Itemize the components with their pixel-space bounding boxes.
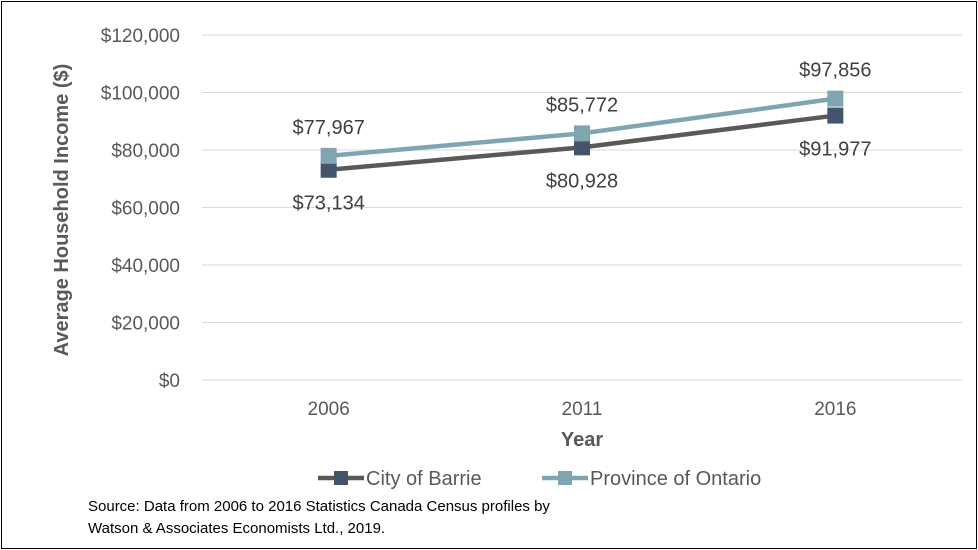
y-axis-title: Average Household Income ($) bbox=[51, 64, 73, 357]
y-tick-label: $80,000 bbox=[111, 141, 180, 162]
data-point-marker bbox=[320, 147, 337, 164]
data-point-marker bbox=[574, 125, 590, 142]
data-label: $73,134 bbox=[293, 193, 365, 215]
data-label: $97,856 bbox=[799, 60, 871, 82]
legend-label: City of Barrie bbox=[366, 468, 482, 490]
data-labels: $73,134 $80,928 $91,977 $77,967 $85,772 $97,8… bbox=[293, 60, 872, 215]
y-tick-label: $60,000 bbox=[111, 199, 180, 220]
x-tick-label: 2016 bbox=[814, 399, 856, 420]
x-axis-ticks: 2006 2011 2016 bbox=[308, 399, 857, 420]
x-tick-label: 2006 bbox=[308, 399, 350, 420]
y-tick-label: $20,000 bbox=[111, 314, 180, 335]
source-line-2: Watson & Associates Economists Ltd., 201… bbox=[88, 520, 386, 537]
data-label: $80,928 bbox=[546, 170, 618, 192]
legend-marker bbox=[334, 471, 348, 485]
y-tick-label: $100,000 bbox=[101, 84, 180, 105]
data-point-marker bbox=[827, 90, 844, 107]
source-line-1: Source: Data from 2006 to 2016 Statistic… bbox=[88, 498, 550, 515]
series-group bbox=[320, 90, 844, 178]
y-tick-label: $120,000 bbox=[101, 26, 180, 47]
source-note: Source: Data from 2006 to 2016 Statistic… bbox=[88, 496, 550, 540]
x-tick-label: 2011 bbox=[562, 399, 603, 420]
data-label: $77,967 bbox=[293, 117, 365, 139]
data-point-marker bbox=[574, 139, 590, 156]
data-point-marker bbox=[827, 107, 844, 124]
y-axis-ticks: $0 $20,000 $40,000 $60,000 $80,000 $100,000 $1… bbox=[101, 26, 180, 392]
data-point-marker bbox=[320, 161, 337, 178]
data-label: $85,772 bbox=[546, 94, 618, 116]
legend-marker bbox=[558, 471, 572, 485]
legend-label: Province of Ontario bbox=[590, 468, 761, 490]
x-axis-title: Year bbox=[561, 429, 603, 451]
legend: City of Barrie Province of Ontario bbox=[318, 468, 761, 490]
data-label: $91,977 bbox=[799, 139, 871, 161]
y-tick-label: $0 bbox=[159, 371, 180, 392]
y-tick-label: $40,000 bbox=[111, 256, 180, 277]
